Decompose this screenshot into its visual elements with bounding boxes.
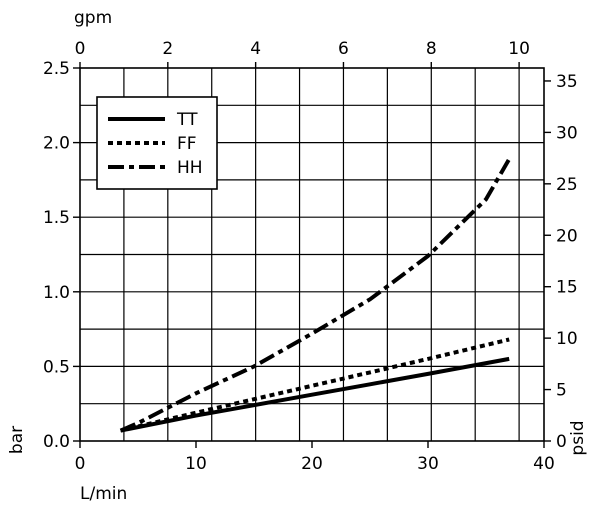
series-line-hh — [119, 158, 511, 433]
y-tick-label: 2.0 — [43, 134, 70, 154]
x-tick-label: 20 — [301, 454, 323, 474]
axes: 0 10 20 30 400 2 4 6 8 100.00.51.01.52.02.5051015… — [43, 39, 578, 474]
series-line-ff — [120, 337, 510, 433]
x-tick-label: 40 — [533, 454, 555, 474]
y-right-axis-title: psid — [568, 420, 588, 455]
x-axis-title: L/min — [80, 484, 127, 504]
x-tick-label: 10 — [185, 454, 207, 474]
y-tick-label: 2.5 — [43, 59, 70, 79]
x-top-axis-title: gpm — [74, 8, 112, 28]
legend-label: TT — [176, 110, 198, 130]
y-right-tick-label: 30 — [556, 123, 578, 143]
x-top-tick-label: 4 — [250, 39, 261, 59]
y-right-tick-label: 35 — [556, 72, 578, 92]
y-right-tick-label: 20 — [556, 226, 578, 246]
y-tick-label: 1.5 — [43, 208, 70, 228]
x-top-tick-label: 10 — [508, 39, 530, 59]
x-tick-label: 30 — [417, 454, 439, 474]
legend: TT FF HH — [96, 96, 218, 190]
x-top-tick-label: 6 — [338, 39, 349, 59]
x-top-tick-label: 2 — [162, 39, 173, 59]
y-right-tick-label: 0 — [556, 432, 567, 452]
y-right-tick-label: 25 — [556, 175, 578, 195]
y-tick-label: 0.5 — [43, 357, 70, 377]
x-top-tick-label: 8 — [426, 39, 437, 59]
y-tick-label: 0.0 — [43, 432, 70, 452]
series-lines — [119, 158, 511, 433]
y-right-tick-label: 5 — [556, 381, 567, 401]
y-right-tick-label: 10 — [556, 329, 578, 349]
grid — [80, 68, 544, 441]
y-tick-label: 1.0 — [43, 283, 70, 303]
series-line-tt — [120, 356, 510, 433]
y-right-tick-label: 15 — [556, 278, 578, 298]
y-axis-title: bar — [7, 426, 27, 454]
x-top-tick-label: 0 — [75, 39, 86, 59]
legend-label: FF — [177, 134, 197, 154]
x-tick-label: 0 — [75, 454, 86, 474]
legend-label: HH — [177, 158, 203, 178]
